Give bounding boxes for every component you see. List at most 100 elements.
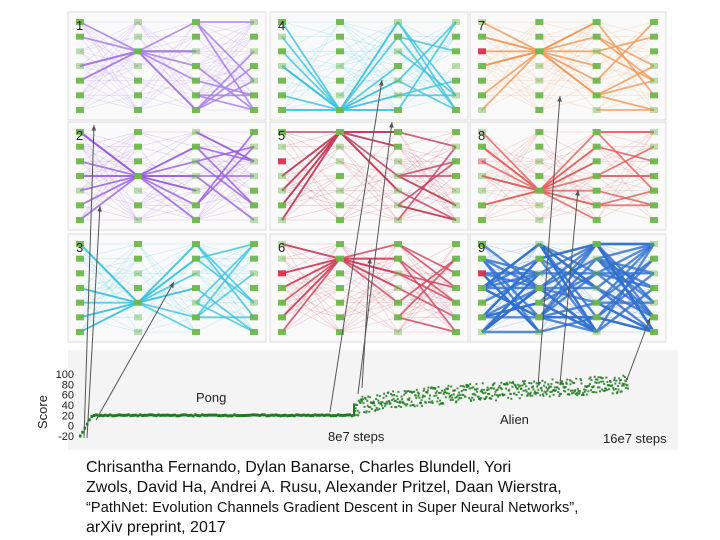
active-pathway (397, 316, 457, 333)
module-node (535, 329, 544, 335)
module-node (336, 19, 344, 25)
score-point (525, 390, 528, 393)
faint-connection (281, 302, 341, 318)
score-point (435, 394, 438, 397)
score-point (463, 385, 466, 388)
faint-connection (195, 161, 255, 221)
module-node (394, 19, 402, 25)
faint-connection (339, 146, 399, 206)
module-node (535, 19, 544, 25)
score-point (441, 389, 444, 392)
active-pathway (79, 21, 139, 53)
faint-connection (281, 175, 341, 206)
faint-connection (137, 273, 197, 333)
panel-pointer-arrows (83, 79, 651, 439)
score-point (360, 400, 363, 403)
score-point (279, 414, 282, 418)
score-plot-background (68, 350, 678, 450)
score-point (599, 376, 602, 379)
faint-connection (281, 50, 341, 67)
score-point (603, 382, 606, 385)
active-pathway (281, 257, 341, 289)
score-point (161, 413, 165, 417)
score-point (578, 391, 581, 394)
active-pathway (397, 204, 457, 221)
active-pathway (339, 65, 399, 111)
score-point (424, 401, 427, 404)
module-node (76, 92, 84, 99)
score-point (249, 413, 252, 417)
score-point (359, 401, 362, 404)
score-point (544, 381, 547, 384)
score-point (311, 414, 315, 418)
faint-connection (481, 21, 540, 111)
module-node (394, 143, 402, 150)
module-node (134, 270, 142, 277)
score-point (417, 392, 420, 395)
faint-connection (195, 146, 255, 177)
faint-connection (481, 80, 540, 96)
score-point (214, 413, 218, 417)
score-point (590, 379, 593, 382)
module-node (76, 158, 84, 165)
score-point (228, 414, 232, 418)
active-pathway (281, 258, 341, 333)
faint-connection (397, 302, 457, 318)
score-point (615, 392, 618, 395)
pointer-arrow (83, 124, 95, 439)
active-pathway (595, 243, 656, 333)
module-node (336, 241, 344, 247)
score-point (566, 378, 569, 381)
score-point (612, 386, 615, 389)
active-pathway (281, 257, 341, 275)
active-pathway (539, 242, 597, 260)
module-node (336, 92, 344, 99)
faint-connection (397, 146, 457, 177)
score-point (404, 403, 407, 406)
module-node (250, 107, 258, 113)
score-point (624, 379, 627, 382)
score-point (488, 392, 491, 395)
active-pathway (281, 131, 341, 206)
faint-connection (596, 65, 655, 82)
score-point (568, 379, 571, 382)
module-node (134, 329, 142, 335)
score-point (559, 392, 562, 395)
faint-connection (397, 302, 457, 333)
score-axis-label: Score (35, 395, 50, 429)
score-point (562, 383, 565, 386)
score-point (614, 387, 617, 390)
score-point (455, 395, 458, 398)
score-point (384, 402, 387, 405)
score-point (329, 414, 333, 418)
module-node (134, 92, 142, 99)
active-pathway (397, 131, 457, 148)
score-point (455, 400, 458, 403)
score-point (515, 386, 518, 389)
module-node (134, 314, 142, 321)
active-pathway (596, 35, 655, 67)
active-pathway (281, 243, 341, 260)
module-node (535, 217, 544, 223)
module-node (592, 63, 601, 69)
score-point (626, 384, 629, 387)
faint-connection (137, 146, 197, 162)
faint-connection (79, 65, 139, 82)
faint-connection (195, 258, 255, 274)
faint-connection (339, 21, 399, 96)
authors-line-1: Chrisantha Fernando, Dylan Banarse, Char… (86, 459, 512, 476)
faint-connection (539, 21, 597, 38)
score-point (118, 413, 121, 417)
module-node (336, 314, 344, 321)
score-point (306, 413, 310, 417)
active-pathway (195, 243, 255, 304)
active-pathway (481, 50, 540, 111)
active-pathway (481, 257, 540, 290)
score-point (171, 413, 174, 417)
score-point (272, 413, 275, 417)
active-pathway (481, 257, 540, 275)
score-point (439, 399, 442, 402)
module-node (478, 187, 486, 194)
module-node (394, 285, 402, 291)
faint-connection (596, 146, 655, 221)
